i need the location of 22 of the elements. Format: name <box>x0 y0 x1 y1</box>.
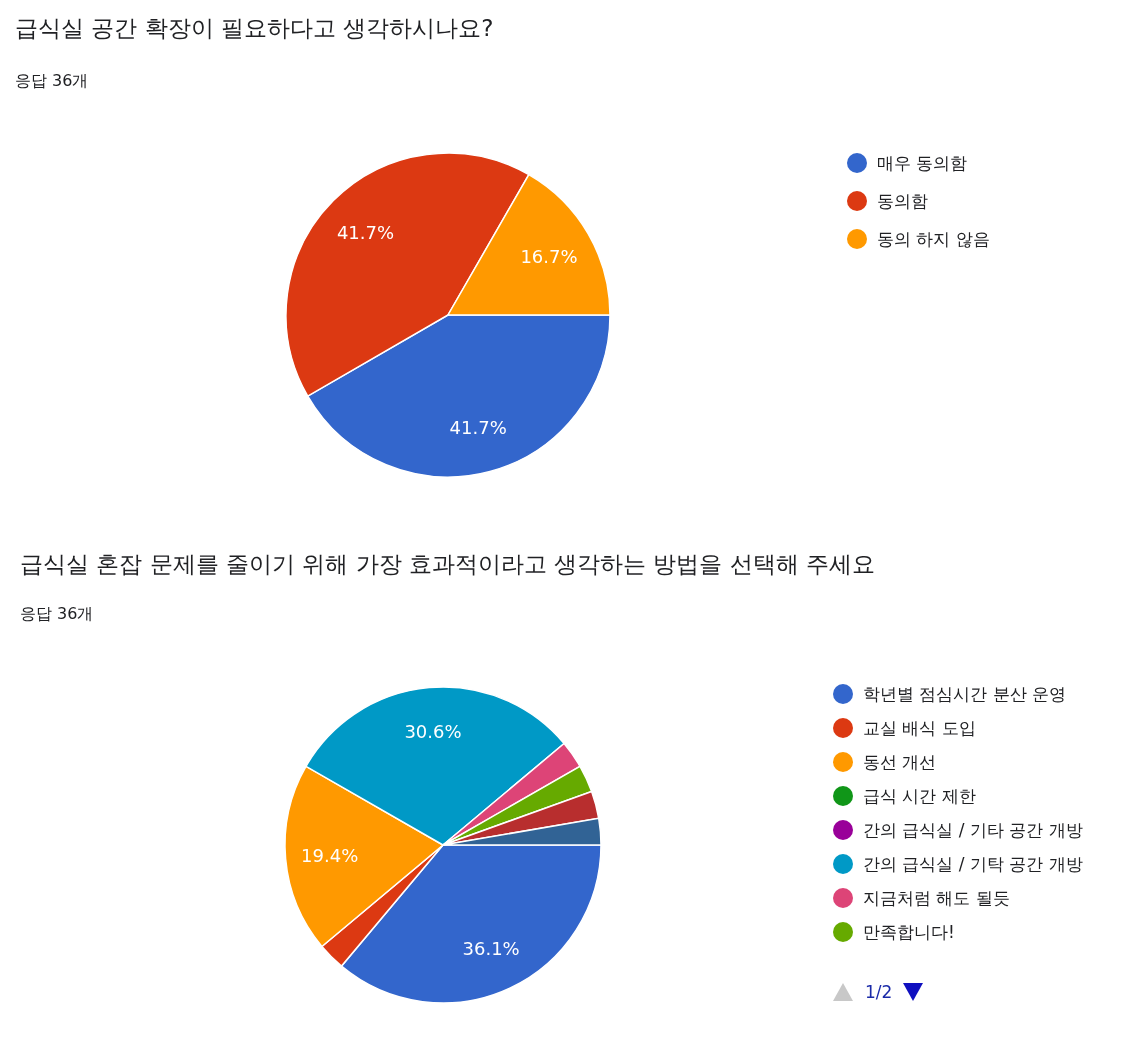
data-label: 41.7% <box>449 417 507 439</box>
legend-label: 간의 급식실 / 기타 공간 개방 <box>863 820 1083 840</box>
text: 응답 36개 <box>20 604 94 623</box>
legend-label: 만족합니다! <box>863 922 955 942</box>
legend-label: 동선 개선 <box>863 752 937 772</box>
legend-label: 간의 급식실 / 기탁 공간 개방 <box>863 854 1083 874</box>
data-label: 19.4% <box>301 844 359 866</box>
legend-label: 교실 배식 도입 <box>863 718 976 738</box>
legend-label: 동의함 <box>877 191 928 211</box>
data-label: 41.7% <box>336 222 395 244</box>
data-label: 16.7% <box>520 246 578 268</box>
legend-label: 매우 동의함 <box>877 153 968 173</box>
chart-title: 급식실 공간 확장이 필요하다고 생각하시나요? <box>15 15 494 41</box>
chart-title: 급식실 혼잡 문제를 줄이기 위해 가장 효과적이라고 생각하는 방법을 선택해 주세요 <box>20 551 876 577</box>
data-label: 36.1% <box>462 937 520 959</box>
legend-label: 지금처럼 해도 될듯 <box>863 888 1010 908</box>
legend-label: 학년별 점심시간 분산 운영 <box>863 684 1067 704</box>
text: 1/2 <box>865 982 893 1002</box>
data-label: 30.6% <box>404 721 462 743</box>
text: 응답 36개 <box>15 71 89 90</box>
legend-label: 급식 시간 제한 <box>863 786 976 806</box>
legend-label: 동의 하지 않음 <box>877 229 990 249</box>
